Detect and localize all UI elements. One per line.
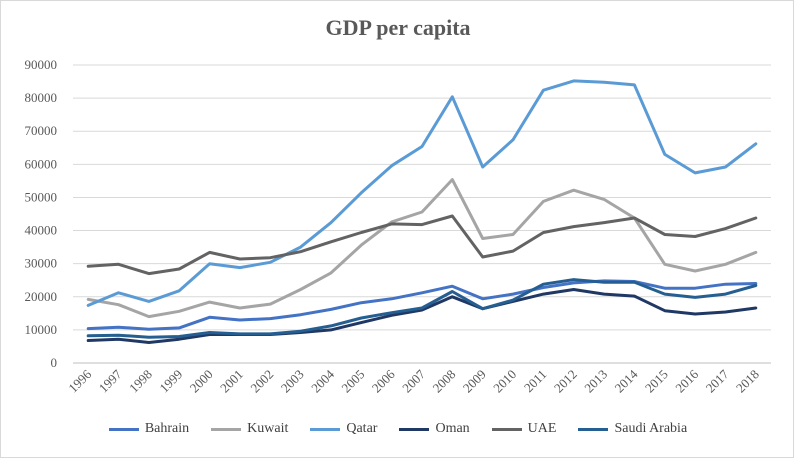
legend-item-saudi-arabia: Saudi Arabia (578, 421, 687, 437)
x-tick-label: 1997 (96, 366, 125, 395)
x-tick-label: 2015 (642, 367, 671, 396)
y-axis-ticks: 0 10000 20000 30000 40000 50000 60000 70000 8000… (25, 57, 58, 370)
legend-label: Oman (435, 421, 470, 436)
legend-swatch (399, 427, 430, 431)
x-tick-label: 2000 (187, 367, 216, 396)
x-tick-label: 2002 (247, 367, 276, 396)
x-tick-label: 2007 (399, 366, 428, 395)
y-tick-label: 40000 (25, 223, 58, 238)
legend-item-kuwait: Kuwait (211, 421, 288, 437)
x-tick-label: 2012 (551, 367, 580, 396)
x-tick-label: 2017 (703, 366, 732, 395)
legend-swatch (211, 427, 242, 431)
legend-item-oman: Oman (399, 421, 470, 437)
series-lines (86, 79, 758, 344)
legend-label: UAE (527, 421, 557, 436)
x-tick-label: 2011 (521, 367, 550, 396)
series-line-uae (86, 214, 758, 276)
x-tick-label: 2016 (672, 366, 701, 395)
legend-label: Qatar (346, 421, 378, 436)
series-line-qatar (86, 79, 758, 307)
x-tick-label: 2004 (308, 366, 337, 395)
x-tick-label: 2013 (581, 367, 610, 396)
y-tick-label: 60000 (25, 156, 58, 171)
series-line-bahrain (86, 279, 758, 331)
legend-swatch (108, 427, 139, 431)
legend-label: Bahrain (144, 421, 190, 436)
x-tick-label: 1996 (65, 366, 94, 395)
x-tick-label: 2009 (460, 367, 489, 396)
chart-title: GDP per capita (325, 15, 471, 40)
x-tick-label: 2014 (612, 366, 641, 395)
legend-swatch (578, 427, 609, 431)
legend-item-uae: UAE (491, 421, 557, 437)
y-tick-label: 20000 (25, 289, 58, 304)
legend: Bahrain Kuwait Qatar Oman UAE Saudi Arabia (1, 421, 793, 437)
legend-swatch (310, 427, 341, 431)
x-tick-label: 2018 (733, 367, 762, 396)
legend-label: Kuwait (247, 421, 289, 436)
y-tick-label: 10000 (25, 322, 58, 337)
x-tick-label: 2003 (278, 367, 307, 396)
legend-item-qatar: Qatar (310, 421, 377, 437)
series-line-kuwait (86, 178, 758, 319)
legend-item-bahrain: Bahrain (108, 421, 190, 437)
y-tick-label: 70000 (25, 123, 58, 138)
y-tick-label: 90000 (25, 57, 58, 72)
x-tick-label: 2001 (217, 367, 246, 396)
x-tick-label: 1998 (126, 367, 155, 396)
series-line-oman (86, 288, 758, 344)
x-tick-label: 2010 (490, 367, 519, 396)
legend-swatch (491, 427, 522, 431)
x-tick-label: 1999 (156, 367, 185, 396)
y-tick-label: 30000 (25, 256, 58, 271)
x-tick-label: 2008 (429, 367, 458, 396)
x-tick-label: 2006 (369, 366, 398, 395)
x-axis-ticks: 1996 1997 1998 1999 2000 2001 2002 2003 2004 2005… (65, 366, 762, 395)
y-tick-label: 50000 (25, 189, 58, 204)
y-tick-label: 80000 (25, 90, 58, 105)
series-line-saudi-arabia (86, 278, 758, 339)
legend-label: Saudi Arabia (614, 421, 688, 436)
x-tick-label: 2005 (338, 367, 367, 396)
y-tick-label: 0 (51, 355, 58, 370)
grid-lines (73, 64, 771, 364)
